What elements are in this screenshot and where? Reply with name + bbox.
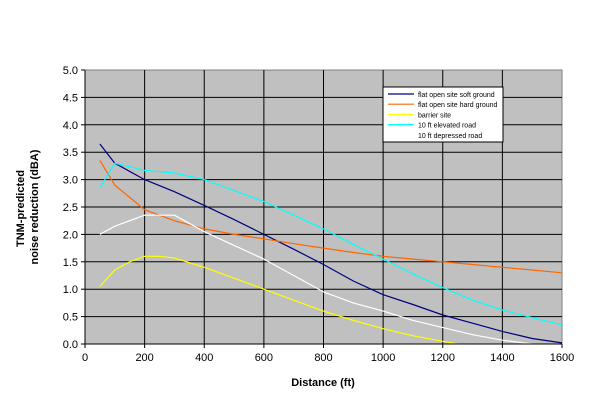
- series-line-1: [99, 143, 563, 344]
- y-tick-label: 2.0: [63, 229, 78, 241]
- x-tick-label: 1600: [550, 352, 574, 364]
- series-line-2: [99, 160, 563, 274]
- y-axis-label-line-1: TNM-predicted: [15, 170, 27, 247]
- y-tick-label: 0.5: [63, 312, 78, 324]
- legend-label: barrier site: [418, 112, 451, 119]
- y-tick-label: 3.5: [63, 147, 78, 159]
- legend-label: 10 ft depressed road: [418, 133, 482, 140]
- y-tick-label: 2.5: [63, 202, 78, 214]
- series-lines: [99, 143, 563, 345]
- series-line-3: [99, 255, 458, 345]
- y-axis-label: TNM-predicted noise reduction (dBA): [15, 149, 41, 264]
- x-tick-label: 200: [135, 352, 153, 364]
- y-tick-label: 4.5: [63, 92, 78, 104]
- x-tick-label: 1400: [490, 352, 514, 364]
- series-line-5: [99, 214, 533, 345]
- legend-label: 10 ft elevated road: [418, 123, 476, 130]
- x-tick-label: 400: [195, 352, 213, 364]
- x-tick-label: 800: [314, 352, 332, 364]
- x-tick-label: 0: [82, 352, 88, 364]
- legend-label: flat open site soft ground: [418, 92, 495, 99]
- x-axis-label: Distance (ft): [291, 377, 355, 389]
- legend: flat open site soft ground flat open site…: [382, 86, 504, 143]
- y-tick-label: 3.0: [63, 175, 78, 187]
- series-line-4: [99, 162, 563, 326]
- y-tick-label: 4.0: [63, 120, 78, 132]
- y-tick-label: 0.0: [63, 339, 78, 351]
- x-axis-ticks: 0 200 400 600 800 1000 1200 1400 1600: [82, 343, 574, 364]
- y-axis-ticks: 0.0 0.5 1.0 1.5 2.0 2.5 3.0 3.5 4.0 4.5 5.0: [63, 65, 86, 351]
- y-axis-label-line-2: noise reduction (dBA): [29, 149, 41, 264]
- y-tick-label: 1.0: [63, 284, 78, 296]
- x-tick-label: 1000: [371, 352, 395, 364]
- y-tick-label: 5.0: [63, 65, 78, 77]
- x-tick-label: 600: [255, 352, 273, 364]
- x-tick-label: 1200: [431, 352, 455, 364]
- legend-label: flat open site hard ground: [418, 102, 497, 109]
- y-tick-label: 1.5: [63, 257, 78, 269]
